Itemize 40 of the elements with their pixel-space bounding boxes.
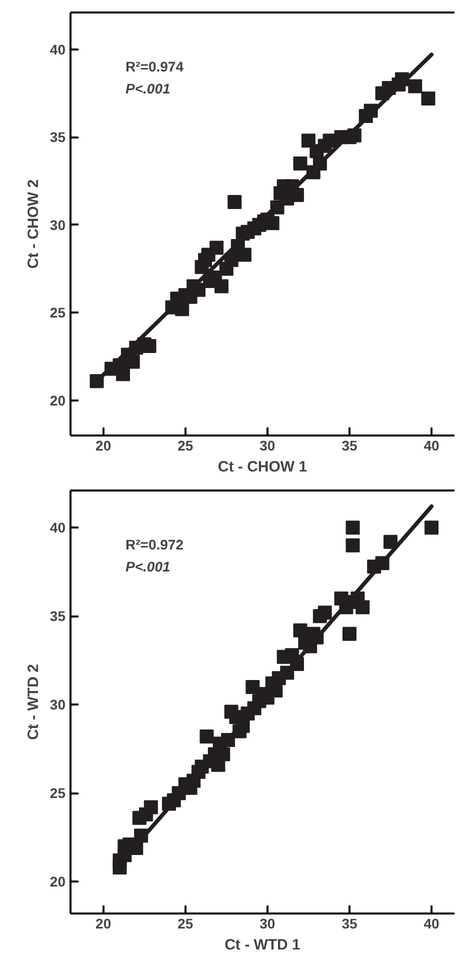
- point: [237, 248, 252, 262]
- point: [214, 279, 228, 294]
- y-tick-label: 35: [50, 608, 66, 624]
- x-tick-label: 35: [342, 916, 358, 932]
- annotation: R²=0.974: [126, 58, 184, 74]
- x-tick-label: 40: [424, 916, 440, 932]
- x-tick-label: 20: [96, 438, 112, 454]
- point: [142, 338, 156, 353]
- annotation: P<.001: [126, 80, 170, 96]
- point: [116, 367, 130, 382]
- y-tick-label: 20: [50, 874, 66, 890]
- annotation: R²=0.972: [126, 536, 184, 552]
- point: [293, 156, 308, 170]
- x-axis-title: Ct - WTD 1: [224, 936, 300, 954]
- y-tick-label: 30: [50, 216, 66, 233]
- y-tick-label: 40: [50, 520, 66, 536]
- x-tick-label: 25: [178, 916, 194, 932]
- annotation: P<.001: [126, 558, 170, 574]
- y-axis-title: Ct - CHOW 2: [24, 179, 42, 269]
- point: [421, 92, 436, 106]
- y-axis-title: Ct - WTD 2: [24, 664, 42, 740]
- y-tick-label: 30: [50, 696, 66, 713]
- point: [301, 134, 316, 148]
- x-tick-label: 25: [178, 438, 194, 454]
- y-tick-label: 20: [50, 392, 66, 408]
- y-tick-label: 40: [50, 41, 66, 58]
- x-tick-label: 30: [260, 438, 276, 454]
- y-tick-label: 35: [50, 129, 66, 146]
- y-tick-label: 25: [50, 304, 66, 321]
- x-tick-label: 35: [342, 438, 358, 454]
- x-tick-label: 30: [260, 916, 276, 932]
- point: [210, 240, 224, 255]
- x-tick-label: 20: [96, 916, 112, 932]
- point: [228, 195, 242, 210]
- x-axis-title: Ct - CHOW 1: [218, 458, 308, 476]
- point: [408, 79, 422, 94]
- point: [265, 216, 280, 230]
- x-tick-label: 40: [424, 438, 440, 454]
- y-tick-label: 25: [50, 785, 66, 802]
- point: [126, 354, 140, 369]
